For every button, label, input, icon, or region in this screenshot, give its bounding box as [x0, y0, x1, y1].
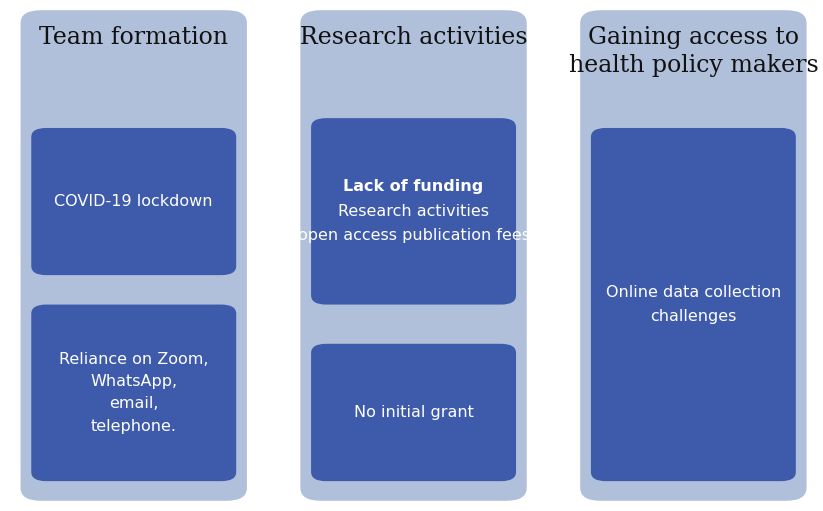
Text: challenges: challenges [650, 309, 737, 324]
Text: Gaining access to
health policy makers: Gaining access to health policy makers [569, 26, 818, 77]
FancyBboxPatch shape [311, 118, 516, 305]
Text: Research activities: Research activities [300, 26, 528, 49]
FancyBboxPatch shape [300, 10, 527, 501]
FancyBboxPatch shape [31, 128, 236, 275]
Text: COVID-19 lockdown: COVID-19 lockdown [54, 194, 213, 209]
Text: Reliance on Zoom,
WhatsApp,
email,
telephone.: Reliance on Zoom, WhatsApp, email, telep… [59, 352, 208, 434]
FancyBboxPatch shape [31, 305, 236, 481]
FancyBboxPatch shape [580, 10, 807, 501]
Text: Team formation: Team formation [40, 26, 228, 49]
FancyBboxPatch shape [21, 10, 247, 501]
Text: Research activities: Research activities [338, 204, 489, 219]
Text: Lack of funding: Lack of funding [343, 179, 484, 194]
FancyBboxPatch shape [591, 128, 796, 481]
Text: Online data collection: Online data collection [606, 285, 781, 300]
Text: open access publication fees: open access publication fees [298, 228, 529, 243]
FancyBboxPatch shape [311, 344, 516, 481]
Text: No initial grant: No initial grant [354, 405, 473, 420]
